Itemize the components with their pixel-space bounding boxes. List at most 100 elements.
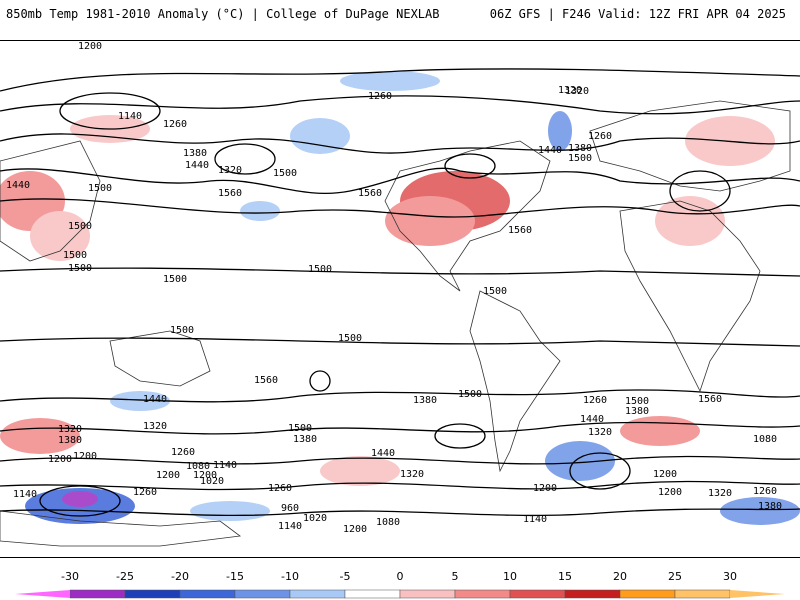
colorbar-segment xyxy=(619,589,676,599)
contour-label: 1500 xyxy=(308,264,332,275)
colorbar-segment xyxy=(454,589,511,599)
contour-label: 1560 xyxy=(698,394,722,405)
contour-label: 1140 xyxy=(278,521,302,532)
colorbar-tick-label: 10 xyxy=(503,570,517,583)
colorbar-tick-label: -15 xyxy=(226,570,244,583)
contour-label: 1020 xyxy=(200,476,224,487)
contour-label: 1440 xyxy=(371,448,395,459)
contour-label: 1500 xyxy=(170,325,194,336)
contour-label: 1380 xyxy=(758,501,782,512)
contour-label: 1500 xyxy=(63,250,87,261)
contour-label: 1080 xyxy=(376,517,400,528)
colorbar-min-arrow xyxy=(15,590,70,598)
contour-label: 1500 xyxy=(163,274,187,285)
colorbar-segment xyxy=(509,589,566,599)
colorbar-segment xyxy=(124,589,181,599)
map-title: 850mb Temp 1981-2010 Anomaly (°C) | Coll… xyxy=(6,7,440,21)
contour-label: 1440 xyxy=(185,160,209,171)
contour-label: 1380 xyxy=(58,435,82,446)
contour-label: 1380 xyxy=(183,148,207,159)
contour-label: 1260 xyxy=(368,91,392,102)
colorbar-segment xyxy=(289,589,346,599)
contour-label: 1380 xyxy=(293,434,317,445)
colorbar-segment xyxy=(564,589,621,599)
contour-label: 1140 xyxy=(523,514,547,525)
contour-label: 1080 xyxy=(753,434,777,445)
contour-label: 1200 xyxy=(343,524,367,535)
colorbar-tick-label: 20 xyxy=(613,570,627,583)
contour-label: 1440 xyxy=(538,145,562,156)
colorbar-tick-label: -30 xyxy=(61,570,79,583)
model-run-info: 06Z GFS | F246 Valid: 12Z FRI APR 04 202… xyxy=(489,7,786,21)
contour-label: 1500 xyxy=(88,183,112,194)
contour-label: 1560 xyxy=(254,375,278,386)
contour-label: 1260 xyxy=(583,395,607,406)
contour-label: 1140 xyxy=(118,111,142,122)
contour-label: 1500 xyxy=(483,286,507,297)
colorbar-segment xyxy=(234,589,291,599)
colorbar-tick-label: 25 xyxy=(668,570,682,583)
contour-label: 1560 xyxy=(218,188,242,199)
contour-label: 1200 xyxy=(658,487,682,498)
contour-label: 1440 xyxy=(6,180,30,191)
contour-label: 1500 xyxy=(68,263,92,274)
contour-label: 1260 xyxy=(753,486,777,497)
contour-label: 1320 xyxy=(588,427,612,438)
contour-label: 1320 xyxy=(58,424,82,435)
colorbar-max-arrow xyxy=(730,590,785,598)
contour-label: 960 xyxy=(281,503,299,514)
colorbar-tick-label: -20 xyxy=(171,570,189,583)
contour-label: 1080 xyxy=(186,461,210,472)
contour-label: 1320 xyxy=(400,469,424,480)
contour-label: 1440 xyxy=(580,414,604,425)
contour-label: 1200 xyxy=(73,451,97,462)
colorbar-tick-label: 5 xyxy=(451,570,459,583)
contour-label: 1200 xyxy=(48,454,72,465)
colorbar-segment xyxy=(674,589,731,599)
colorbar-tick-label: 15 xyxy=(558,570,572,583)
contour-label: 1260 xyxy=(588,131,612,142)
contour-label: 1320 xyxy=(708,488,732,499)
contour-label: 1380 xyxy=(625,406,649,417)
colorbar xyxy=(15,589,785,599)
contour-label: 1200 xyxy=(533,483,557,494)
height-contours xyxy=(0,68,800,517)
contour-label: 1200 xyxy=(193,470,217,481)
contour-label: 1200 xyxy=(653,469,677,480)
map-panel: 1200 1260 1320 1140 1260 1380 1440 1320 1500 1560… xyxy=(0,40,800,558)
contour-label: 1320 xyxy=(143,421,167,432)
contour-label: 1500 xyxy=(568,153,592,164)
contour-label: 1260 xyxy=(171,447,195,458)
contour-label: 1200 xyxy=(78,41,102,52)
colorbar-tick-label: -10 xyxy=(281,570,299,583)
contour-label: 1320 xyxy=(558,85,582,96)
contour-label: 1560 xyxy=(358,188,382,199)
contour-label: 1500 xyxy=(338,333,362,344)
contour-label: 1500 xyxy=(288,423,312,434)
contour-label: 1140 xyxy=(13,489,37,500)
colorbar-tick-label: 30 xyxy=(723,570,737,583)
contour-label: 1020 xyxy=(303,513,327,524)
contour-label: 1500 xyxy=(68,221,92,232)
contour-label: 1560 xyxy=(508,225,532,236)
colorbar-segment xyxy=(344,589,401,599)
contour-label: 1260 xyxy=(133,487,157,498)
contour-label: 1320 xyxy=(565,86,589,97)
contour-label: 1140 xyxy=(213,460,237,471)
contour-label: 1500 xyxy=(625,396,649,407)
contour-label: 1440 xyxy=(143,394,167,405)
contour-label: 1200 xyxy=(156,470,180,481)
contour-label: 1500 xyxy=(458,389,482,400)
continent-outlines xyxy=(0,100,791,547)
colorbar-tick-label: -5 xyxy=(339,570,351,583)
contour-label: 1380 xyxy=(413,395,437,406)
colorbar-segment xyxy=(69,589,126,599)
colorbar-tick-label: 0 xyxy=(396,570,404,583)
header: 850mb Temp 1981-2010 Anomaly (°C) | Coll… xyxy=(0,0,800,30)
colorbar-tick-label: -25 xyxy=(116,570,134,583)
colorbar-tick-labels: -30 -25 -20 -15 -10 -5 0 5 10 15 20 25 30 xyxy=(0,570,800,586)
contour-label: 1380 xyxy=(568,143,592,154)
contour-label: 1260 xyxy=(163,119,187,130)
